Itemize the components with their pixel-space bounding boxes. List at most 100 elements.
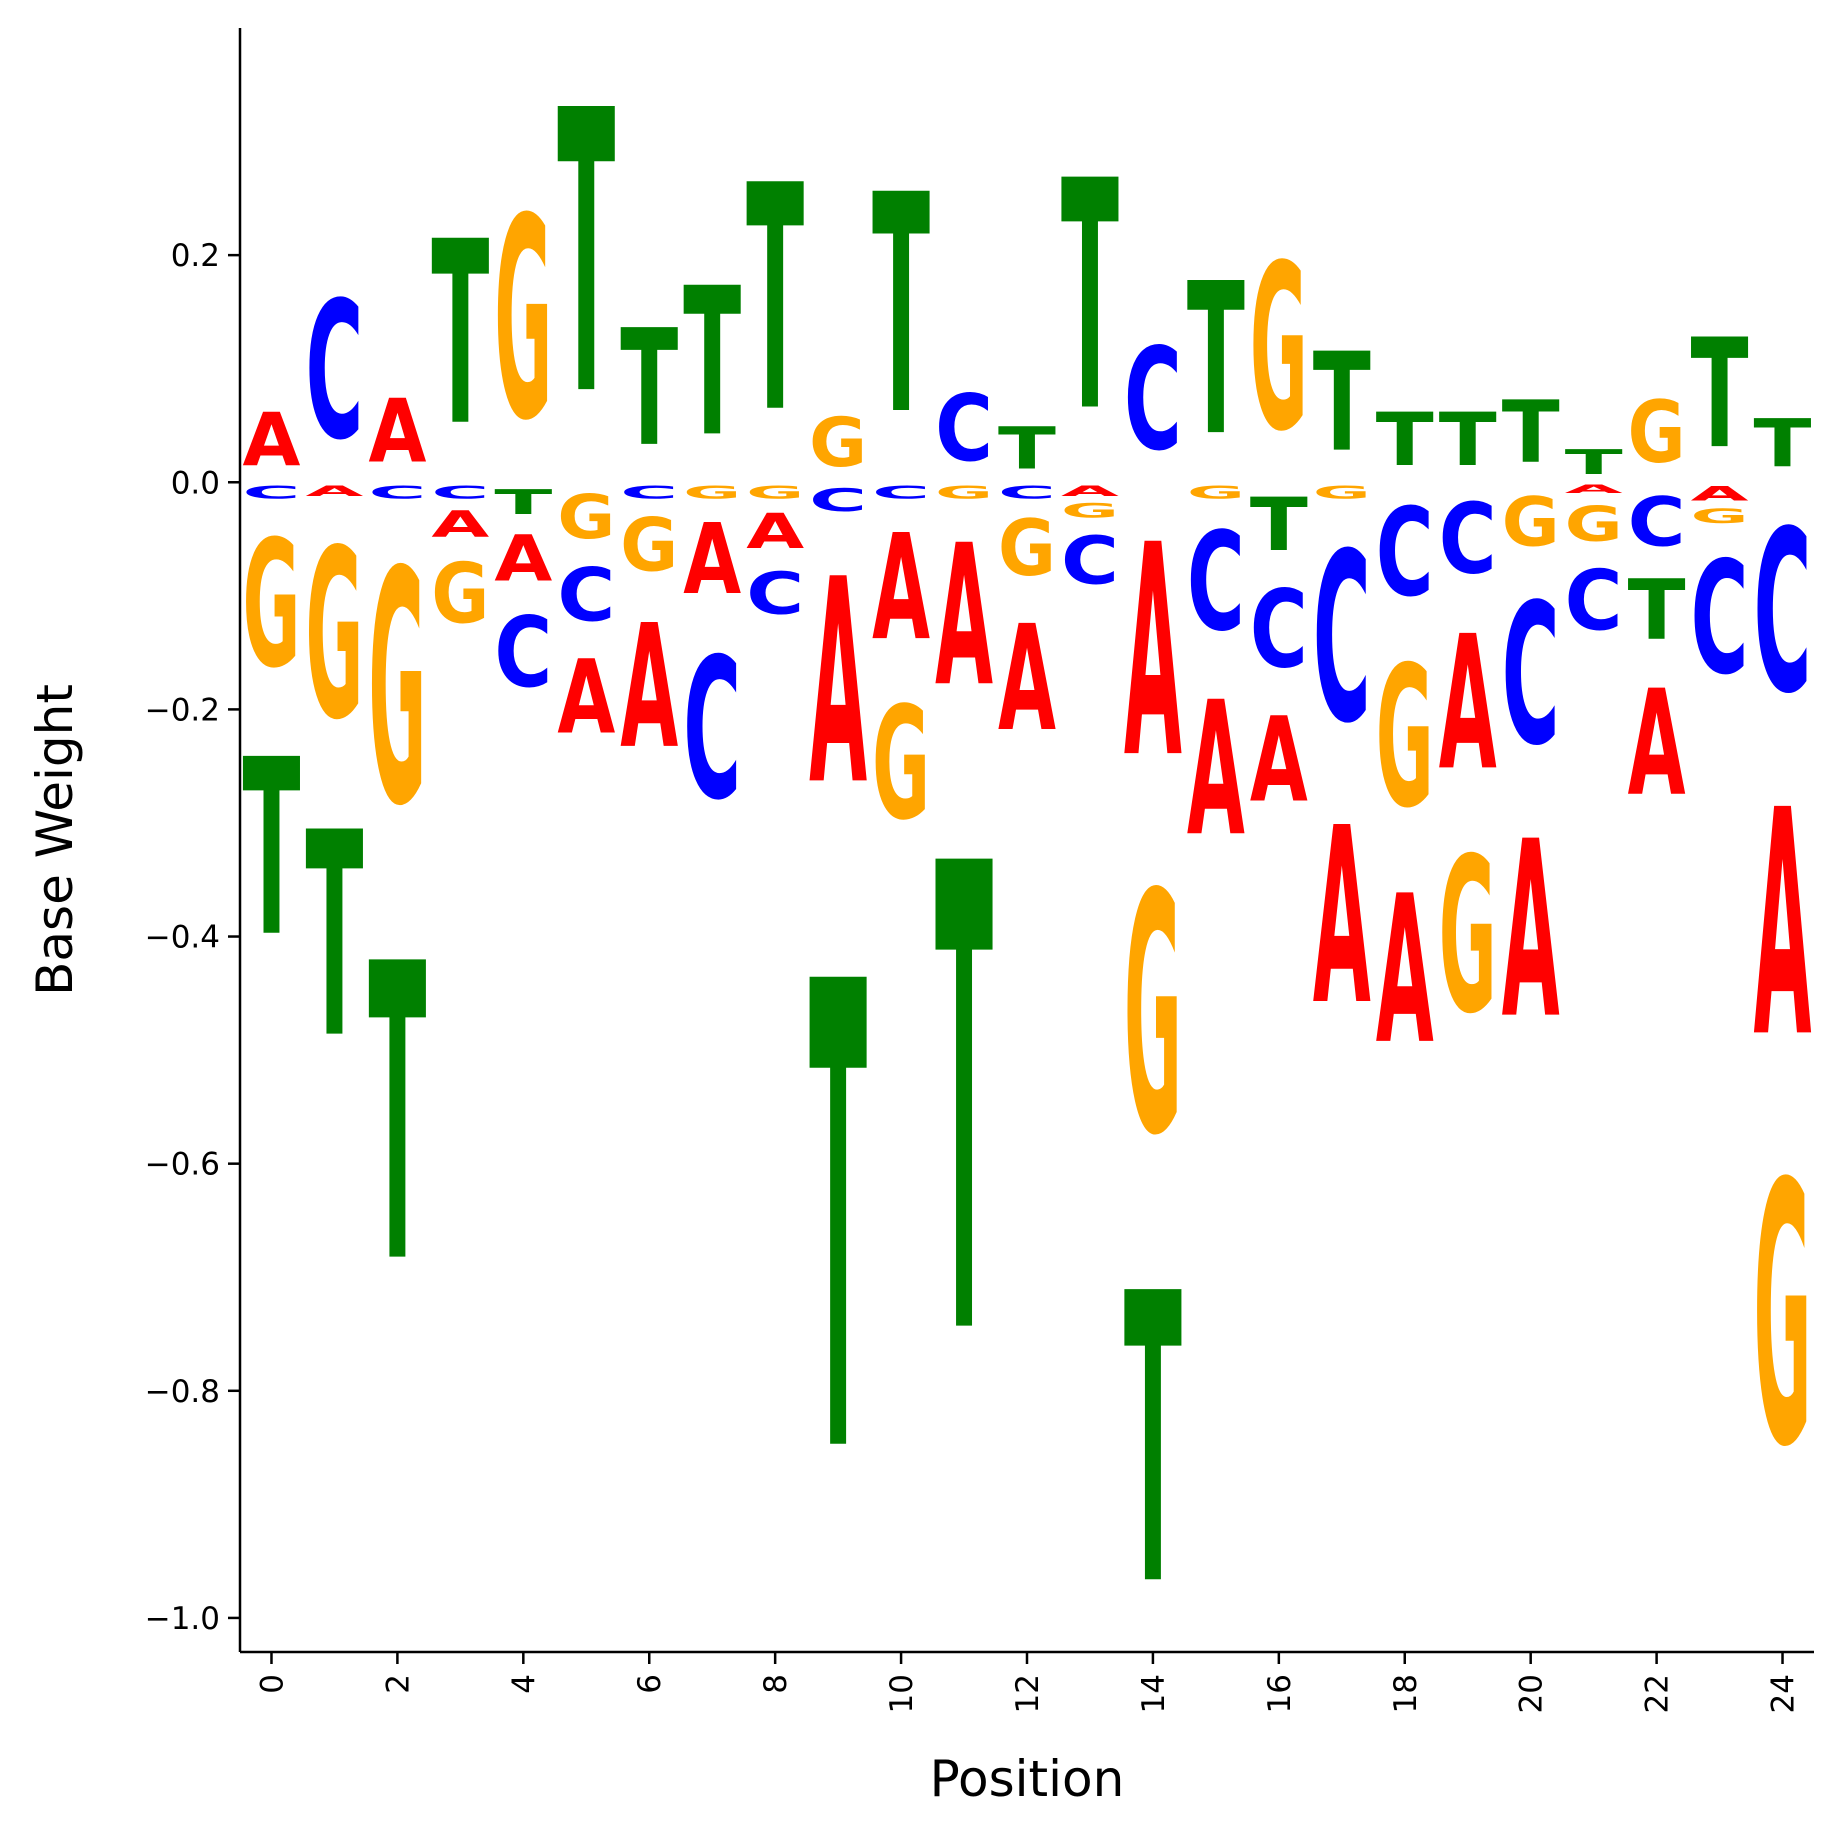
logo-glyph-c: C <box>935 375 993 482</box>
logo-glyph-layer: ACGTCAGTACGTTCAGGTACTGCATCGATGACTGACGCAT… <box>243 30 1812 1673</box>
logo-glyph-a: A <box>998 596 1056 765</box>
logo-glyph-t: T <box>872 132 930 482</box>
logo-glyph-c: C <box>1754 485 1812 744</box>
x-tick-label: 4 <box>506 1674 542 1694</box>
x-tick-label: 12 <box>1010 1674 1046 1713</box>
logo-glyph-c: C <box>872 483 930 503</box>
logo-glyph-c: C <box>368 483 426 503</box>
logo-glyph-t: T <box>431 188 489 482</box>
logo-glyph-g: G <box>1628 383 1686 482</box>
logo-glyph-g: G <box>998 504 1056 594</box>
logo-glyph-g: G <box>1250 215 1308 481</box>
y-axis-title: Base Weight <box>26 684 84 996</box>
logo-glyph-t: T <box>683 244 741 482</box>
x-tick-label: 18 <box>1388 1674 1424 1713</box>
logo-glyph-c: C <box>1439 483 1497 596</box>
logo-glyph-a: A <box>1502 790 1560 1072</box>
logo-glyph-g: G <box>1124 824 1182 1208</box>
y-tick-label: −0.6 <box>145 1147 220 1183</box>
logo-glyph-c: C <box>1313 505 1371 776</box>
logo-glyph-a: A <box>1124 485 1182 823</box>
logo-glyph-g: G <box>1061 500 1119 523</box>
logo-glyph-a: A <box>431 503 489 546</box>
x-tick-label: 8 <box>758 1674 794 1694</box>
y-tick-label: −1.0 <box>145 1601 220 1637</box>
x-tick-label: 0 <box>254 1674 290 1694</box>
y-tick-label: −0.4 <box>145 920 220 956</box>
logo-glyph-c: C <box>1565 554 1623 650</box>
logo-glyph-g: G <box>746 483 804 503</box>
logo-glyph-t: T <box>1313 324 1371 482</box>
axes: −1.0−0.8−0.6−0.4−0.20.00.2 0 2 4 6 8 10 12 14 16… <box>145 28 1814 1713</box>
logo-glyph-c: C <box>1250 569 1308 693</box>
logo-glyph-g: G <box>494 160 552 482</box>
logo-glyph-g: G <box>1691 505 1749 528</box>
logo-glyph-t: T <box>1628 562 1686 659</box>
logo-glyph-t: T <box>368 880 426 1354</box>
logo-glyph-g: G <box>935 483 993 503</box>
logo-glyph-g: G <box>1376 625 1434 851</box>
logo-glyph-c: C <box>1376 484 1434 625</box>
logo-glyph-a: A <box>872 505 930 674</box>
x-tick-label: 20 <box>1514 1674 1550 1713</box>
logo-glyph-a: A <box>1691 482 1750 505</box>
logo-glyph-g: G <box>620 502 678 587</box>
logo-glyph-c: C <box>1691 530 1749 710</box>
logo-glyph-t: T <box>1754 405 1812 482</box>
logo-glyph-a: A <box>1754 745 1812 1107</box>
logo-glyph-g: G <box>557 483 615 553</box>
logo-glyph-g: G <box>1754 1109 1812 1527</box>
logo-glyph-t: T <box>620 296 678 482</box>
x-tick-label: 16 <box>1262 1674 1298 1713</box>
logo-glyph-g: G <box>809 404 867 482</box>
logo-glyph-c: C <box>494 596 552 709</box>
logo-glyph-t: T <box>1250 483 1308 568</box>
logo-glyph-t: T <box>998 415 1056 483</box>
logo-glyph-a: A <box>1628 660 1686 829</box>
x-tick-label: 10 <box>884 1674 920 1713</box>
logo-glyph-a: A <box>305 482 363 499</box>
logo-glyph-t: T <box>1691 307 1749 482</box>
logo-glyph-t: T <box>494 483 552 522</box>
logo-glyph-c: C <box>620 483 678 503</box>
logo-glyph-a: A <box>1187 663 1245 878</box>
logo-glyph-a: A <box>1313 777 1371 1059</box>
logo-glyph-c: C <box>557 553 615 637</box>
logo-glyph-t: T <box>1124 1210 1182 1673</box>
logo-glyph-a: A <box>935 502 993 729</box>
logo-glyph-t: T <box>1439 398 1497 483</box>
logo-glyph-c: C <box>998 483 1056 503</box>
logo-glyph-t: T <box>746 120 804 482</box>
x-tick-label: 14 <box>1136 1674 1172 1713</box>
logo-glyph-t: T <box>557 30 615 482</box>
logo-glyph-g: G <box>1187 483 1245 503</box>
logo-glyph-a: A <box>809 519 867 847</box>
y-tick-label: −0.2 <box>145 692 220 728</box>
y-ticks: −1.0 −0.8 −0.6 −0.4 −0.2 0.0 0.2 <box>145 238 240 1637</box>
logo-glyph-t: T <box>935 731 993 1477</box>
logo-glyph-a: A <box>1565 482 1624 496</box>
logo-glyph-c: C <box>1187 504 1245 662</box>
logo-glyph-c: C <box>305 262 363 483</box>
logo-glyph-g: G <box>431 547 489 643</box>
x-tick-label: 22 <box>1640 1674 1676 1713</box>
y-tick-label: −0.8 <box>145 1374 220 1410</box>
logo-glyph-a: A <box>1376 852 1434 1090</box>
logo-glyph-a: A <box>243 398 301 483</box>
logo-glyph-a: A <box>557 639 615 758</box>
x-ticks: 0 2 4 6 8 10 12 14 16 18 20 22 24 <box>254 1652 1802 1713</box>
logo-glyph-t: T <box>1187 238 1245 482</box>
logo-glyph-c: C <box>1061 523 1119 600</box>
logo-glyph-a: A <box>494 523 552 596</box>
logo-glyph-a: A <box>683 504 741 616</box>
logo-glyph-g: G <box>243 504 301 707</box>
logo-glyph-c: C <box>746 561 804 628</box>
logo-glyph-g: G <box>1439 811 1497 1061</box>
logo-glyph-a: A <box>1439 597 1497 812</box>
logo-glyph-t: T <box>243 707 301 990</box>
logo-glyph-t: T <box>809 849 867 1595</box>
logo-glyph-t: T <box>1061 116 1119 482</box>
logo-glyph-a: A <box>1061 482 1119 499</box>
x-tick-label: 24 <box>1766 1674 1802 1713</box>
